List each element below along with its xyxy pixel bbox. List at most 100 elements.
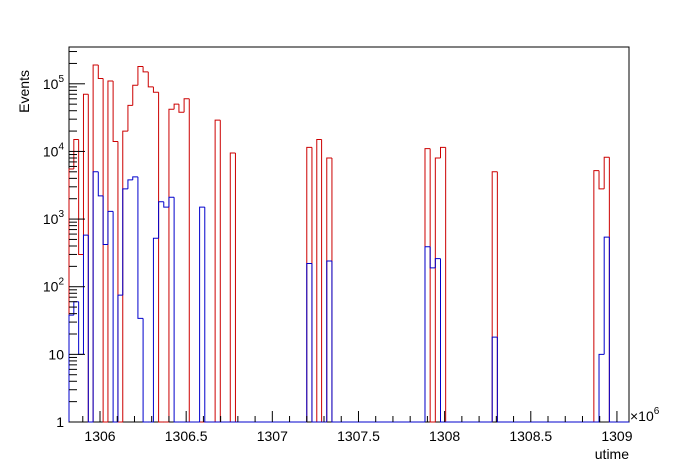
series-0-bin-18 xyxy=(158,92,164,423)
y-tick-label-exponent: 3 xyxy=(58,209,64,220)
series-0-bin-24 xyxy=(188,98,195,423)
x-tick-label: 1307 xyxy=(257,428,288,444)
series-1-bin-27 xyxy=(204,207,210,423)
series-0-bin-42 xyxy=(429,148,436,423)
series-0-bin-29 xyxy=(214,119,221,422)
series-0-bin-39 xyxy=(326,157,332,422)
series-1-bin-5 xyxy=(92,171,99,422)
series-0-bin-38 xyxy=(321,139,327,423)
series-1-bin-40 xyxy=(496,337,600,423)
series-1-bin-10 xyxy=(117,294,123,422)
y-tick-label-exponent: 4 xyxy=(58,141,64,152)
series-0-bin-41 xyxy=(424,148,431,422)
series-0-bin-37 xyxy=(316,139,322,422)
series-0-bin-10 xyxy=(117,141,123,423)
series-1-bin-33 xyxy=(326,260,332,422)
x-tick-label: 1307.5 xyxy=(337,428,380,444)
y-tick-label-exponent: 2 xyxy=(58,277,64,288)
series-0-bin-15 xyxy=(142,66,149,73)
series-1-bin-36 xyxy=(429,246,436,269)
series-0-bin-5 xyxy=(92,64,99,422)
y-tick-label: 10 xyxy=(48,346,64,362)
x-tick-label: 1308.5 xyxy=(509,428,552,444)
x-tick-label: 1306 xyxy=(84,428,115,444)
y-tick-label: 103 xyxy=(43,209,65,227)
series-0-bin-13 xyxy=(132,84,138,106)
series-1-bin-29 xyxy=(306,263,312,422)
series-0-bin-32 xyxy=(229,152,236,422)
y-tick-label-base: 10 xyxy=(43,279,59,295)
series-1-bin-17 xyxy=(152,237,159,422)
x-axis-multiplier-exponent: 6 xyxy=(654,406,660,417)
series-1-bin-2 xyxy=(78,301,84,355)
series-0-bin-36 xyxy=(311,147,317,423)
series-0-bin-16 xyxy=(147,71,154,88)
x-axis-title: utime xyxy=(595,446,629,462)
series-1-bin-8 xyxy=(107,210,114,245)
y-tick-label-base: 10 xyxy=(43,76,59,92)
series-0-bin-44 xyxy=(440,146,446,158)
series-1-bin-0 xyxy=(68,314,74,422)
x-tick-label: 1306.5 xyxy=(165,428,208,444)
series-1-bin-14 xyxy=(137,176,144,319)
series-0-bin-12 xyxy=(127,104,133,132)
series-0-bin-40 xyxy=(331,158,425,423)
series-0-bin-23 xyxy=(183,98,190,113)
series-1-bin-42 xyxy=(603,236,610,355)
series-0-bin-47 xyxy=(496,171,594,423)
axis-layer: 1306 1306.5 1307 1307.5 1308 1308.5 1309110102… xyxy=(43,51,633,444)
series-1-bin-13 xyxy=(132,176,138,180)
series-0-bin-1 xyxy=(73,139,79,169)
series-1-bin-15 xyxy=(142,318,149,423)
series-1-bin-19 xyxy=(163,201,169,208)
series-1-bin-30 xyxy=(311,263,317,423)
x-axis-multiplier: ×106 xyxy=(630,406,660,424)
series-1-bin-4 xyxy=(87,235,94,423)
series-0-bin-11 xyxy=(122,130,128,422)
series-1-bin-9 xyxy=(112,211,118,423)
y-tick-label: 1 xyxy=(56,414,64,430)
series-0-bin-43 xyxy=(434,157,441,422)
y-tick-label-base: 10 xyxy=(48,346,64,362)
y-tick-label: 104 xyxy=(43,141,65,159)
series-0-bin-48 xyxy=(593,170,600,422)
series-1-bin-6 xyxy=(97,171,104,197)
series-0-bin-3 xyxy=(82,93,89,255)
y-tick-label: 102 xyxy=(43,277,65,295)
series-1-bin-11 xyxy=(122,188,128,296)
series-1-bin-7 xyxy=(102,195,108,246)
series-0-bin-22 xyxy=(178,104,185,113)
series-0-bin-17 xyxy=(152,86,159,93)
series-layer xyxy=(68,64,629,423)
series-1-bin-26 xyxy=(199,206,205,422)
series-0-bin-30 xyxy=(219,120,226,423)
series-0-bin-50 xyxy=(603,156,610,189)
y-tick-label-base: 1 xyxy=(56,414,64,430)
series-0-bin-46 xyxy=(491,171,498,422)
series-0-bin-2 xyxy=(78,139,84,255)
y-tick-label-exponent: 5 xyxy=(58,74,64,85)
series-0-bin-33 xyxy=(234,152,241,423)
series-0-bin-49 xyxy=(598,170,605,190)
series-1-bin-37 xyxy=(434,258,441,268)
y-axis-title: Events xyxy=(16,70,32,113)
series-0-bin-45 xyxy=(445,147,493,423)
series-1-bin-12 xyxy=(127,179,133,189)
series-1-bin-34 xyxy=(331,261,425,423)
series-0-bin-6 xyxy=(97,64,104,79)
x-tick-label: 1309 xyxy=(601,428,632,444)
series-0-bin-8 xyxy=(107,80,114,422)
y-tick-label-base: 10 xyxy=(43,211,59,227)
x-tick-label: 1308 xyxy=(429,428,460,444)
series-1-bin-35 xyxy=(424,246,431,422)
series-1-bin-21 xyxy=(173,197,179,423)
series-1-bin-1 xyxy=(73,301,79,316)
x-axis-multiplier-base: ×10 xyxy=(630,408,654,424)
series-0-bin-20 xyxy=(168,108,175,422)
series-1-bin-41 xyxy=(598,353,605,422)
series-1-bin-39 xyxy=(491,336,498,422)
series-1-bin-18 xyxy=(158,201,164,239)
series-0-bin-51 xyxy=(608,157,629,423)
series-1-bin-38 xyxy=(440,258,493,423)
